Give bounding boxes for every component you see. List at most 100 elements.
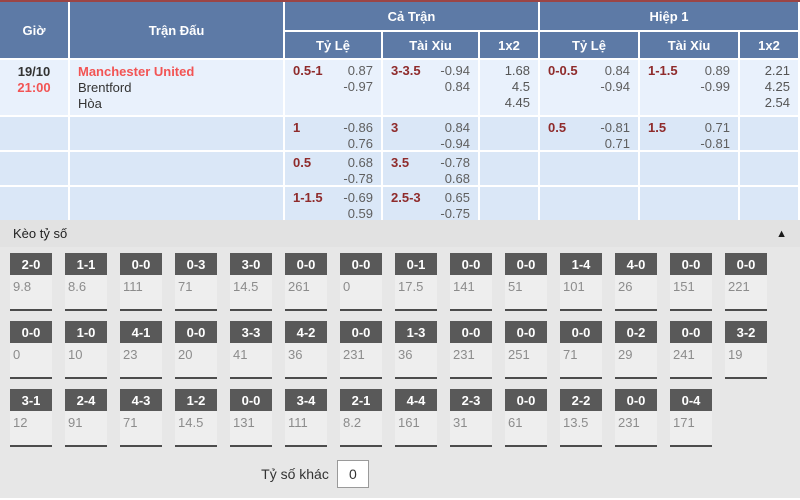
score-tile[interactable]: 0-0 261 bbox=[285, 253, 327, 311]
score-tile[interactable]: 0-0 141 bbox=[450, 253, 492, 311]
odds-value[interactable]: 0.71 bbox=[604, 136, 630, 151]
correct-score-header: Kèo tỷ số ▲ bbox=[0, 220, 800, 247]
score-tile[interactable]: 0-0 61 bbox=[505, 389, 547, 447]
odds-value[interactable]: 0.71 bbox=[704, 120, 730, 135]
half-1x2-odds[interactable]: 2.21 4.25 2.54 bbox=[740, 60, 798, 115]
top-accent-line bbox=[0, 0, 800, 2]
score-tile[interactable]: 1-4 101 bbox=[560, 253, 602, 311]
odds-value[interactable]: 4.45 bbox=[504, 95, 530, 110]
score-tile[interactable]: 1-1 8.6 bbox=[65, 253, 107, 311]
full-handicap-odds[interactable]: 0.5 0.68 -0.78 bbox=[285, 152, 381, 186]
score-label: 3-4 bbox=[285, 389, 327, 411]
odds-value[interactable]: -0.75 bbox=[440, 206, 470, 221]
odds-value[interactable]: -0.81 bbox=[600, 120, 630, 135]
score-tile[interactable]: 0-3 71 bbox=[175, 253, 217, 311]
score-tile[interactable]: 2-2 13.5 bbox=[560, 389, 602, 447]
odds-value[interactable]: 1.68 bbox=[504, 63, 530, 78]
odds-value[interactable]: -0.81 bbox=[700, 136, 730, 151]
odds-value[interactable]: 0.84 bbox=[444, 120, 470, 135]
score-tile[interactable]: 2-0 9.8 bbox=[10, 253, 52, 311]
odds-value[interactable]: -0.99 bbox=[700, 79, 730, 94]
score-tile[interactable]: 0-0 0 bbox=[340, 253, 382, 311]
score-tile[interactable]: 0-0 231 bbox=[615, 389, 657, 447]
odds-value[interactable]: -0.94 bbox=[600, 79, 630, 94]
score-odds: 111 bbox=[285, 411, 327, 447]
draw-label: Hòa bbox=[78, 96, 102, 111]
odds-value[interactable]: 0.59 bbox=[347, 206, 373, 221]
collapse-caret-icon[interactable]: ▲ bbox=[776, 227, 787, 240]
odds-value[interactable]: 4.25 bbox=[764, 79, 790, 94]
score-tile[interactable]: 3-3 41 bbox=[230, 321, 272, 379]
score-tile[interactable]: 0-0 20 bbox=[175, 321, 217, 379]
half-handicap-odds[interactable]: 0.5 -0.81 0.71 bbox=[540, 117, 638, 151]
overunder-line: 2.5-3 bbox=[391, 190, 421, 205]
score-odds: 91 bbox=[65, 411, 107, 447]
odds-value[interactable]: -0.97 bbox=[343, 79, 373, 94]
score-tile[interactable]: 0-0 111 bbox=[120, 253, 162, 311]
odds-value[interactable]: 2.54 bbox=[764, 95, 790, 110]
half-overunder-odds[interactable]: 1-1.5 0.89 -0.99 bbox=[640, 60, 738, 115]
odds-value[interactable]: 0.87 bbox=[347, 63, 373, 78]
full-overunder-odds[interactable]: 3 0.84 -0.94 bbox=[383, 117, 478, 151]
score-tile[interactable]: 0-1 17.5 bbox=[395, 253, 437, 311]
score-tile[interactable]: 1-3 36 bbox=[395, 321, 437, 379]
odds-value[interactable]: 0.68 bbox=[347, 155, 373, 170]
score-tile[interactable]: 0-0 71 bbox=[560, 321, 602, 379]
away-team-name[interactable]: Brentford bbox=[78, 80, 132, 95]
score-tile[interactable]: 0-0 231 bbox=[340, 321, 382, 379]
score-tile[interactable]: 0-0 51 bbox=[505, 253, 547, 311]
score-tile[interactable]: 3-4 111 bbox=[285, 389, 327, 447]
odds-value[interactable]: 0.65 bbox=[444, 190, 470, 205]
odds-value[interactable]: 0.89 bbox=[704, 63, 730, 78]
odds-value[interactable]: -0.78 bbox=[343, 171, 373, 186]
full-handicap-odds[interactable]: 1 -0.86 0.76 bbox=[285, 117, 381, 151]
score-tile[interactable]: 3-1 12 bbox=[10, 389, 52, 447]
odds-value[interactable]: -0.86 bbox=[343, 120, 373, 135]
score-tile[interactable]: 4-1 23 bbox=[120, 321, 162, 379]
score-tile[interactable]: 0-0 131 bbox=[230, 389, 272, 447]
score-tile[interactable]: 0-0 241 bbox=[670, 321, 712, 379]
odds-value[interactable]: 0.76 bbox=[347, 136, 373, 151]
odds-value[interactable]: -0.78 bbox=[440, 155, 470, 170]
full-1x2-odds[interactable]: 1.68 4.5 4.45 bbox=[480, 60, 538, 115]
home-team-name[interactable]: Manchester United bbox=[78, 64, 195, 79]
odds-value[interactable]: 2.21 bbox=[764, 63, 790, 78]
full-overunder-odds[interactable]: 2.5-3 0.65 -0.75 bbox=[383, 187, 478, 221]
score-tile[interactable]: 2-4 91 bbox=[65, 389, 107, 447]
odds-value[interactable]: -0.69 bbox=[343, 190, 373, 205]
full-handicap-odds[interactable]: 0.5-1 0.87 -0.97 bbox=[285, 60, 381, 115]
half-handicap-odds[interactable]: 0-0.5 0.84 -0.94 bbox=[540, 60, 638, 115]
score-tile[interactable]: 0-0 221 bbox=[725, 253, 767, 311]
odds-value[interactable]: 4.5 bbox=[511, 79, 530, 94]
score-tile[interactable]: 4-0 26 bbox=[615, 253, 657, 311]
score-tile[interactable]: 4-2 36 bbox=[285, 321, 327, 379]
score-row: 2-0 9.8 1-1 8.6 0-0 111 0-3 71 3-0 14.5 0-0 261 0-0 0… bbox=[0, 253, 800, 311]
score-tile[interactable]: 4-4 161 bbox=[395, 389, 437, 447]
score-tile[interactable]: 0-0 231 bbox=[450, 321, 492, 379]
full-overunder-odds[interactable]: 3-3.5 -0.94 0.84 bbox=[383, 60, 478, 115]
full-overunder-odds[interactable]: 3.5 -0.78 0.68 bbox=[383, 152, 478, 186]
odds-value[interactable]: 0.68 bbox=[444, 171, 470, 186]
score-tile[interactable]: 1-0 10 bbox=[65, 321, 107, 379]
score-tile[interactable]: 0-0 0 bbox=[10, 321, 52, 379]
score-tile[interactable]: 0-0 151 bbox=[670, 253, 712, 311]
score-tile[interactable]: 4-3 71 bbox=[120, 389, 162, 447]
half-overunder-odds[interactable]: 1.5 0.71 -0.81 bbox=[640, 117, 738, 151]
score-tile[interactable]: 1-2 14.5 bbox=[175, 389, 217, 447]
odds-value[interactable]: -0.94 bbox=[440, 136, 470, 151]
odds-value[interactable]: 0.84 bbox=[444, 79, 470, 94]
column-header-full-match: Cả Trận bbox=[285, 2, 538, 30]
odds-value[interactable]: 0.84 bbox=[604, 63, 630, 78]
score-tile[interactable]: 0-4 171 bbox=[670, 389, 712, 447]
score-odds: 61 bbox=[505, 411, 547, 447]
score-tile[interactable]: 3-2 19 bbox=[725, 321, 767, 379]
full-handicap-odds[interactable]: 1-1.5 -0.69 0.59 bbox=[285, 187, 381, 221]
score-tile[interactable]: 3-0 14.5 bbox=[230, 253, 272, 311]
score-tile[interactable]: 2-1 8.2 bbox=[340, 389, 382, 447]
score-odds: 231 bbox=[450, 343, 492, 379]
score-tile[interactable]: 0-0 251 bbox=[505, 321, 547, 379]
score-tile[interactable]: 2-3 31 bbox=[450, 389, 492, 447]
other-score-input[interactable]: 0 bbox=[336, 460, 369, 488]
score-tile[interactable]: 0-2 29 bbox=[615, 321, 657, 379]
odds-value[interactable]: -0.94 bbox=[440, 63, 470, 78]
